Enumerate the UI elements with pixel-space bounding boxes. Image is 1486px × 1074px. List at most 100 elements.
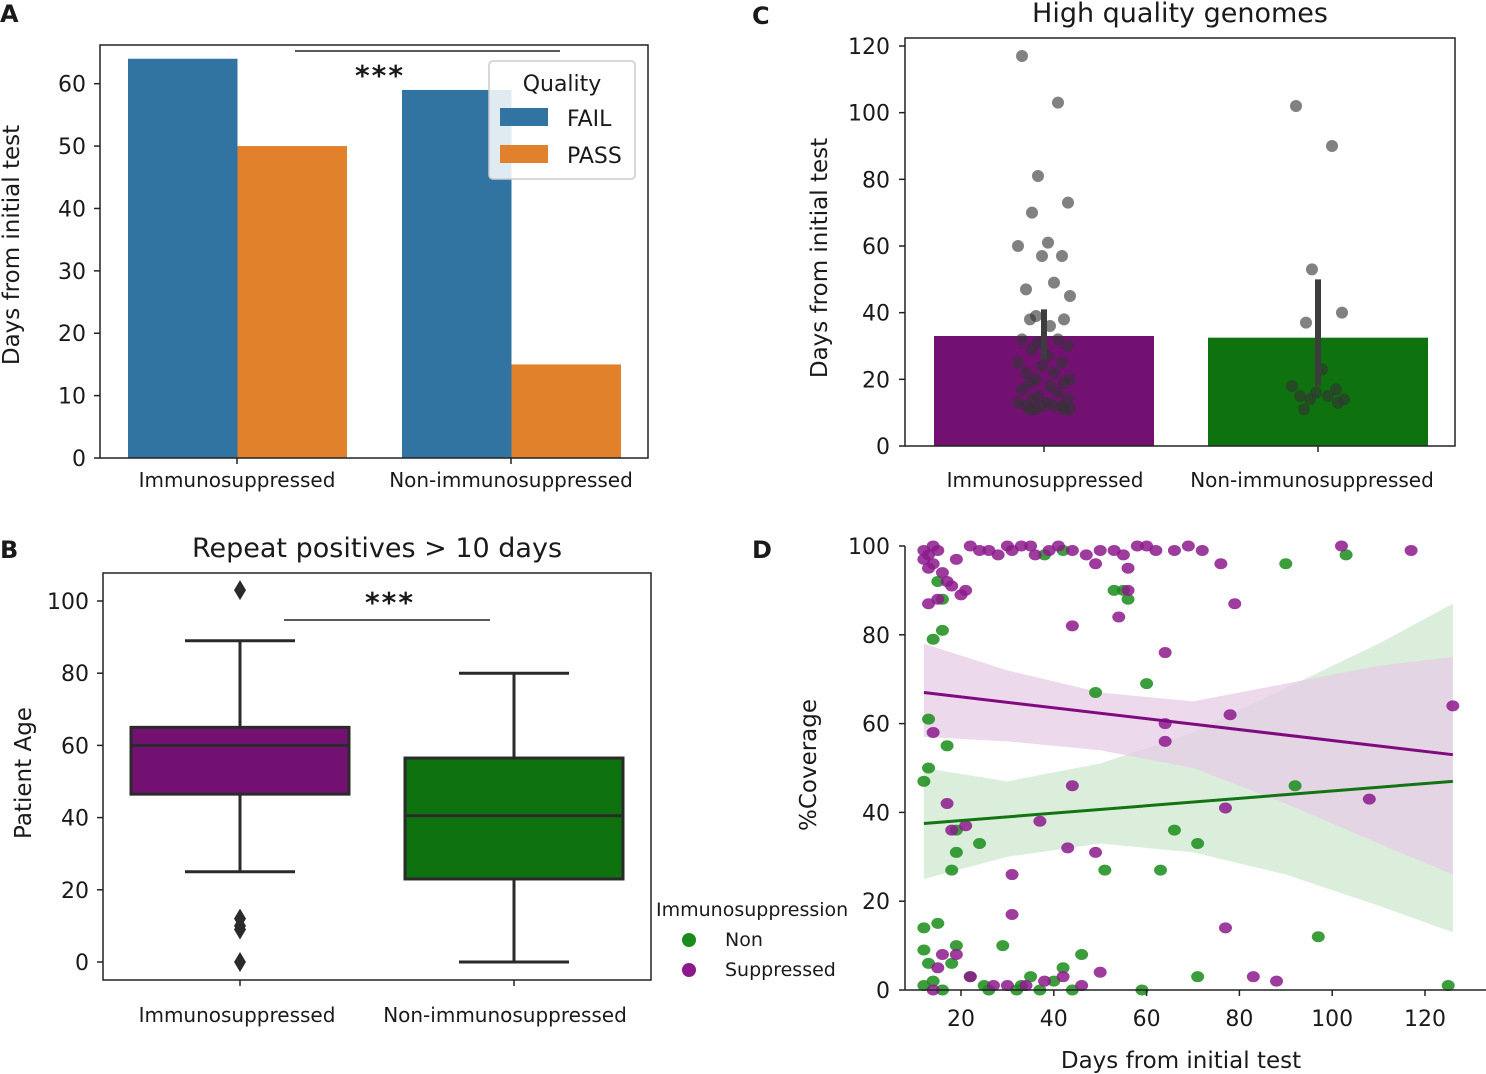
panel-c-y-label: Days from initial test bbox=[807, 138, 833, 378]
point-non-32 bbox=[949, 940, 963, 952]
panel-c-title: High quality genomes bbox=[1032, 0, 1328, 29]
panel-d-legend-marker-suppressed bbox=[682, 963, 696, 977]
point-immunosuppressed-23 bbox=[1056, 356, 1068, 369]
point-suppressed-40 bbox=[1404, 544, 1418, 556]
panel-d-confidence-bands bbox=[923, 603, 1453, 933]
point-non-20 bbox=[1191, 837, 1205, 849]
point-suppressed-55 bbox=[1158, 647, 1172, 659]
point-non-12 bbox=[1089, 687, 1103, 699]
point-non-immunosuppressed-0 bbox=[1290, 100, 1302, 112]
point-non-18 bbox=[1154, 864, 1168, 876]
point-suppressed-72 bbox=[1056, 971, 1070, 983]
box-non-immunosuppressed-body bbox=[403, 756, 625, 881]
point-suppressed-74 bbox=[1093, 966, 1107, 978]
panel-a: A 0 10 20 30 40 50 60 Immunosuppressed Non-immu… bbox=[0, 0, 649, 492]
point-suppressed-47 bbox=[1005, 869, 1019, 881]
confidence-band-suppressed bbox=[923, 643, 1453, 875]
point-suppressed-12 bbox=[949, 553, 963, 565]
point-non-immunosuppressed-3 bbox=[1336, 306, 1348, 319]
box-immunosuppressed-outlier-4 bbox=[234, 952, 246, 972]
y-tick-label-100: 100 bbox=[47, 590, 89, 615]
panel-c: C High quality genomes 0 20 40 60 80 100 120 I… bbox=[752, 0, 1456, 492]
y-tick-label-10: 10 bbox=[58, 385, 86, 410]
point-non-immunosuppressed-4 bbox=[1300, 316, 1312, 329]
x-tick-label-120: 120 bbox=[1404, 1007, 1446, 1032]
point-immunosuppressed-2 bbox=[1032, 170, 1044, 182]
point-suppressed-66 bbox=[949, 948, 963, 960]
x-tick-label-60: 60 bbox=[1133, 1007, 1161, 1032]
panel-a-legend-label-pass: PASS bbox=[567, 144, 622, 169]
y-tick-label-40: 40 bbox=[58, 197, 86, 222]
point-non-14 bbox=[1107, 584, 1121, 596]
y-tick-label-20: 20 bbox=[862, 368, 890, 393]
panel-b-x-ticks: Immunosuppressed Non-immunosuppressed bbox=[139, 980, 627, 1027]
point-suppressed-21 bbox=[1028, 549, 1042, 561]
point-immunosuppressed-5 bbox=[1042, 236, 1054, 249]
point-non-immunosuppressed-12 bbox=[1304, 393, 1316, 406]
box-immunosuppressed-body bbox=[129, 725, 351, 796]
point-immunosuppressed-9 bbox=[1048, 276, 1060, 289]
point-non-immunosuppressed-13 bbox=[1332, 396, 1344, 409]
y-tick-label-20: 20 bbox=[58, 322, 86, 347]
point-suppressed-3 bbox=[931, 544, 945, 556]
point-immunosuppressed-31 bbox=[1044, 380, 1056, 392]
point-suppressed-37 bbox=[1214, 558, 1228, 570]
point-suppressed-70 bbox=[1019, 980, 1033, 992]
panel-d-y-label: %Coverage bbox=[796, 699, 822, 831]
panel-b-frame bbox=[102, 572, 652, 981]
panel-b-boxes bbox=[129, 580, 625, 972]
point-suppressed-42 bbox=[931, 593, 945, 605]
point-suppressed-25 bbox=[1079, 549, 1093, 561]
point-suppressed-23 bbox=[1051, 540, 1065, 552]
point-immunosuppressed-26 bbox=[1020, 366, 1032, 379]
panel-a-frame bbox=[99, 44, 649, 459]
point-immunosuppressed-22 bbox=[1012, 356, 1024, 369]
point-suppressed-14 bbox=[973, 544, 987, 556]
point-non-23 bbox=[1339, 549, 1353, 561]
point-non-21 bbox=[1288, 780, 1302, 792]
point-immunosuppressed-10 bbox=[1020, 283, 1032, 296]
panel-d-y-ticks: 0 20 40 60 80 100 bbox=[848, 535, 905, 1004]
point-immunosuppressed-14 bbox=[1024, 313, 1036, 326]
point-non-immunosuppressed-2 bbox=[1306, 263, 1318, 276]
point-immunosuppressed-20 bbox=[1026, 343, 1038, 356]
box-immunosuppressed-outlier-0 bbox=[234, 580, 246, 601]
point-suppressed-59 bbox=[1362, 793, 1376, 805]
point-suppressed-69 bbox=[1000, 980, 1014, 992]
point-suppressed-7 bbox=[935, 567, 949, 579]
point-suppressed-29 bbox=[1116, 549, 1130, 561]
x-tick-label-non-immunosuppressed: Non-immunosuppressed bbox=[383, 1003, 627, 1027]
point-non-50 bbox=[926, 975, 940, 987]
y-tick-label-100: 100 bbox=[848, 102, 890, 127]
point-immunosuppressed-8 bbox=[1036, 250, 1048, 262]
point-non-30 bbox=[917, 944, 931, 956]
x-tick-label-100: 100 bbox=[1311, 1007, 1353, 1032]
point-suppressed-11 bbox=[959, 584, 973, 596]
point-non-25 bbox=[1441, 980, 1455, 992]
point-non-19 bbox=[1098, 864, 1112, 876]
panel-b-y-label: Patient Age bbox=[11, 707, 37, 839]
panel-d-legend-title: Immunosuppression bbox=[656, 899, 848, 921]
point-suppressed-24 bbox=[1065, 544, 1079, 556]
point-immunosuppressed-16 bbox=[1016, 333, 1028, 346]
bar-immunosuppressed-fail bbox=[128, 58, 238, 458]
panel-a-significance-stars: *** bbox=[355, 59, 405, 92]
panel-d-letter: D bbox=[752, 536, 772, 564]
point-suppressed-26 bbox=[1089, 558, 1103, 570]
panel-d-x-ticks: 20 40 60 80 100 120 bbox=[947, 990, 1446, 1032]
panel-c-frame bbox=[904, 37, 1456, 447]
point-non-0 bbox=[922, 713, 936, 725]
point-non-11 bbox=[973, 837, 987, 849]
x-tick-label-immunosuppressed: Immunosuppressed bbox=[139, 468, 336, 492]
y-tick-label-60: 60 bbox=[862, 713, 890, 738]
panel-c-letter: C bbox=[752, 2, 770, 30]
point-suppressed-64 bbox=[931, 962, 945, 974]
point-suppressed-60 bbox=[1446, 700, 1460, 712]
point-non-24 bbox=[1311, 931, 1325, 943]
point-suppressed-20 bbox=[1024, 540, 1038, 552]
point-non-7 bbox=[940, 740, 954, 752]
regression-line-suppressed bbox=[923, 691, 1454, 757]
panel-d-legend-marker-non bbox=[682, 933, 696, 947]
point-non-5 bbox=[935, 624, 949, 636]
y-tick-label-0: 0 bbox=[876, 979, 890, 1004]
